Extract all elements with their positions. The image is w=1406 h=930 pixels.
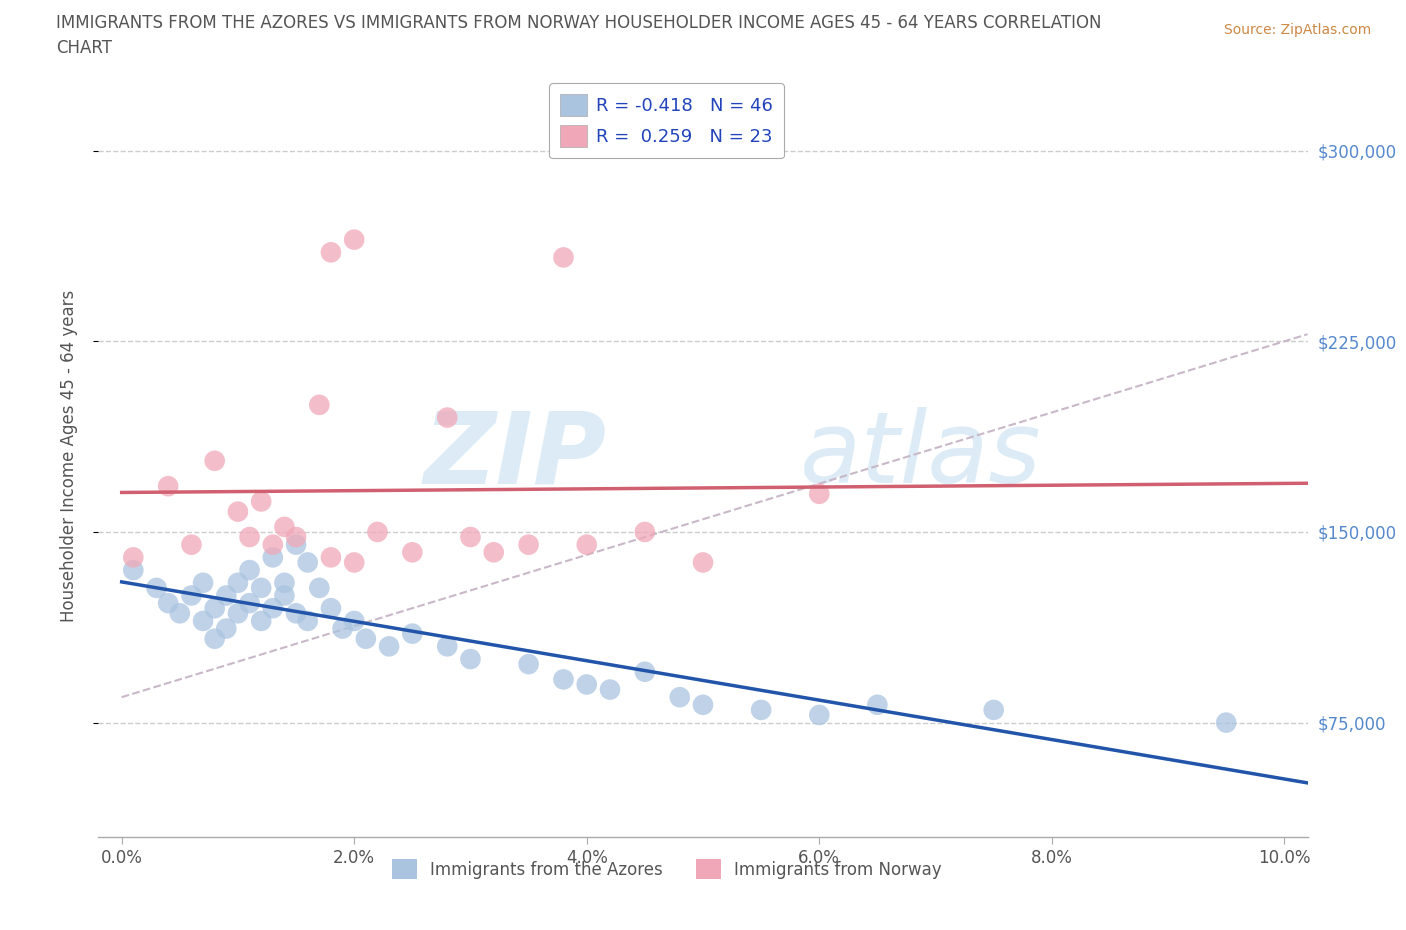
Point [482, 545, 505, 560]
Point [866, 698, 889, 712]
Point [226, 576, 249, 591]
Point [354, 631, 377, 646]
Point [239, 596, 262, 611]
Text: Source: ZipAtlas.com: Source: ZipAtlas.com [1223, 23, 1371, 37]
Point [460, 529, 482, 544]
Point [808, 708, 831, 723]
Point [157, 479, 180, 494]
Point [692, 555, 714, 570]
Point [122, 563, 145, 578]
Point [262, 538, 284, 552]
Point [599, 682, 621, 697]
Text: CHART: CHART [56, 39, 112, 57]
Text: atlas: atlas [800, 407, 1042, 504]
Point [285, 605, 308, 620]
Point [204, 453, 226, 468]
Point [157, 596, 180, 611]
Point [460, 652, 482, 667]
Point [668, 690, 690, 705]
Point [366, 525, 388, 539]
Point [250, 494, 273, 509]
Point [180, 588, 202, 603]
Point [191, 614, 214, 629]
Point [169, 605, 191, 620]
Point [575, 538, 598, 552]
Point [297, 614, 319, 629]
Point [180, 538, 202, 552]
Point [749, 702, 772, 717]
Point [343, 614, 366, 629]
Point [204, 601, 226, 616]
Point [262, 550, 284, 565]
Point [808, 486, 831, 501]
Point [401, 626, 423, 641]
Point [517, 657, 540, 671]
Point [308, 397, 330, 412]
Y-axis label: Householder Income Ages 45 - 64 years: Householder Income Ages 45 - 64 years [59, 289, 77, 622]
Point [319, 601, 342, 616]
Point [436, 410, 458, 425]
Point [215, 621, 238, 636]
Point [553, 672, 575, 687]
Point [1215, 715, 1237, 730]
Point [308, 580, 330, 595]
Point [297, 555, 319, 570]
Point [250, 614, 273, 629]
Point [239, 563, 262, 578]
Point [226, 605, 249, 620]
Point [191, 576, 214, 591]
Legend: Immigrants from the Azores, Immigrants from Norway: Immigrants from the Azores, Immigrants f… [385, 852, 949, 886]
Point [250, 580, 273, 595]
Point [343, 232, 366, 247]
Point [239, 529, 262, 544]
Point [436, 639, 458, 654]
Point [226, 504, 249, 519]
Point [285, 538, 308, 552]
Point [273, 588, 295, 603]
Point [332, 621, 354, 636]
Point [983, 702, 1005, 717]
Point [319, 550, 342, 565]
Point [401, 545, 423, 560]
Point [319, 245, 342, 259]
Point [634, 664, 657, 679]
Point [553, 250, 575, 265]
Point [145, 580, 167, 595]
Point [692, 698, 714, 712]
Point [215, 588, 238, 603]
Point [262, 601, 284, 616]
Point [273, 520, 295, 535]
Text: IMMIGRANTS FROM THE AZORES VS IMMIGRANTS FROM NORWAY HOUSEHOLDER INCOME AGES 45 : IMMIGRANTS FROM THE AZORES VS IMMIGRANTS… [56, 14, 1102, 32]
Point [575, 677, 598, 692]
Point [273, 576, 295, 591]
Point [204, 631, 226, 646]
Text: ZIP: ZIP [423, 407, 606, 504]
Point [517, 538, 540, 552]
Point [378, 639, 401, 654]
Point [122, 550, 145, 565]
Point [285, 529, 308, 544]
Point [343, 555, 366, 570]
Point [634, 525, 657, 539]
